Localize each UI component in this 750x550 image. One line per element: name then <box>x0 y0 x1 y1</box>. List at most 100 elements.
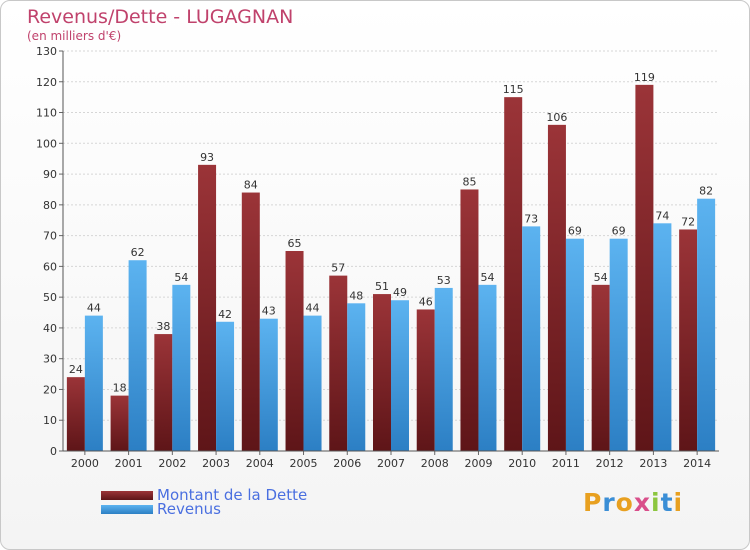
x-tick-label: 2004 <box>246 457 274 470</box>
data-label: 44 <box>306 302 320 315</box>
bar-revenus <box>259 318 278 451</box>
x-tick-label: 2005 <box>290 457 318 470</box>
data-label: 57 <box>331 262 345 275</box>
data-label: 82 <box>699 185 713 198</box>
y-tick-label: 0 <box>50 445 57 458</box>
data-label: 73 <box>524 212 538 225</box>
bar-revenus <box>609 238 628 451</box>
y-tick-label: 110 <box>36 107 57 120</box>
data-label: 119 <box>634 71 655 84</box>
bar-dette <box>373 294 391 451</box>
data-label: 42 <box>218 308 232 321</box>
legend-label-revenus: Revenus <box>157 500 221 518</box>
data-label: 72 <box>681 215 695 228</box>
data-label: 54 <box>480 271 494 284</box>
bar-dette <box>110 395 129 451</box>
bar-dette <box>504 97 523 452</box>
bar-revenus <box>697 198 716 451</box>
data-label: 43 <box>262 305 276 318</box>
data-label: 84 <box>244 179 258 192</box>
x-tick-label: 2013 <box>639 457 667 470</box>
bar-dette <box>416 309 435 451</box>
x-tick-label: 2002 <box>158 457 186 470</box>
data-label: 85 <box>462 175 476 188</box>
logo-letter: x <box>633 488 651 517</box>
bar-dette <box>591 284 610 451</box>
data-label: 46 <box>419 295 433 308</box>
y-tick-label: 20 <box>43 383 57 396</box>
bar-revenus <box>653 223 672 451</box>
logo-letter: t <box>660 488 674 517</box>
data-label: 38 <box>156 320 170 333</box>
x-tick-label: 2012 <box>596 457 624 470</box>
data-label: 18 <box>113 382 127 395</box>
proxiti-logo: Proxiti <box>583 488 683 517</box>
y-tick-label: 80 <box>43 199 57 212</box>
y-tick-label: 10 <box>43 414 57 427</box>
data-label: 53 <box>437 274 451 287</box>
legend-label-dette: Montant de la Dette <box>157 486 308 504</box>
bar-dette <box>154 334 173 451</box>
bar-revenus <box>565 238 584 451</box>
legend-item-dette: Montant de la Dette <box>101 486 308 504</box>
x-tick-label: 2009 <box>464 457 492 470</box>
bar-revenus <box>303 315 322 451</box>
y-tick-label: 50 <box>43 291 57 304</box>
data-label: 24 <box>69 363 83 376</box>
data-label: 69 <box>568 225 582 238</box>
bar-revenus <box>434 287 453 451</box>
y-tick-label: 70 <box>43 230 57 243</box>
data-label: 49 <box>393 286 407 299</box>
bar-revenus <box>216 321 235 451</box>
y-tick-label: 60 <box>43 260 57 273</box>
logo-letter: o <box>615 488 634 517</box>
bar-revenus <box>391 300 409 451</box>
y-tick-label: 40 <box>43 322 57 335</box>
x-tick-label: 2003 <box>202 457 230 470</box>
data-label: 65 <box>288 237 302 250</box>
x-tick-label: 2008 <box>421 457 449 470</box>
data-label: 51 <box>375 280 389 293</box>
logo-letter: P <box>583 488 603 517</box>
x-tick-label: 2007 <box>377 457 405 470</box>
y-tick-label: 120 <box>36 76 57 89</box>
logo-letter: i <box>651 488 661 517</box>
data-label: 48 <box>349 289 363 302</box>
data-label: 62 <box>131 246 145 259</box>
y-tick-label: 100 <box>36 137 57 150</box>
bar-revenus <box>522 226 541 451</box>
legend-swatch-revenus <box>101 504 153 514</box>
bar-dette <box>460 189 479 451</box>
legend-item-revenus: Revenus <box>101 500 221 518</box>
data-label: 54 <box>174 271 188 284</box>
data-label: 54 <box>594 271 608 284</box>
x-tick-label: 2001 <box>115 457 143 470</box>
data-label: 115 <box>503 83 524 96</box>
bar-dette <box>679 229 698 451</box>
x-tick-label: 2011 <box>552 457 580 470</box>
chart-title: Revenus/Dette - LUGAGNAN <box>27 6 294 28</box>
bar-dette <box>329 275 348 451</box>
y-tick-label: 30 <box>43 353 57 366</box>
logo-letter: i <box>673 488 684 517</box>
x-tick-label: 2000 <box>71 457 99 470</box>
bar-revenus <box>347 303 366 451</box>
bar-dette <box>635 84 654 451</box>
bar-revenus <box>128 260 147 451</box>
y-tick-label: 130 <box>36 45 57 58</box>
data-label: 93 <box>200 151 214 164</box>
bar-dette <box>241 192 260 452</box>
logo-letter: r <box>602 488 616 517</box>
x-tick-label: 2010 <box>508 457 536 470</box>
legend-swatch-dette <box>101 490 153 500</box>
y-tick-label: 90 <box>43 168 57 181</box>
x-tick-label: 2006 <box>333 457 361 470</box>
bar-dette <box>547 124 566 451</box>
bar-revenus <box>478 284 497 451</box>
bar-dette <box>285 251 304 451</box>
data-label: 74 <box>655 209 669 222</box>
bar-revenus <box>172 284 191 451</box>
x-tick-label: 2014 <box>683 457 711 470</box>
